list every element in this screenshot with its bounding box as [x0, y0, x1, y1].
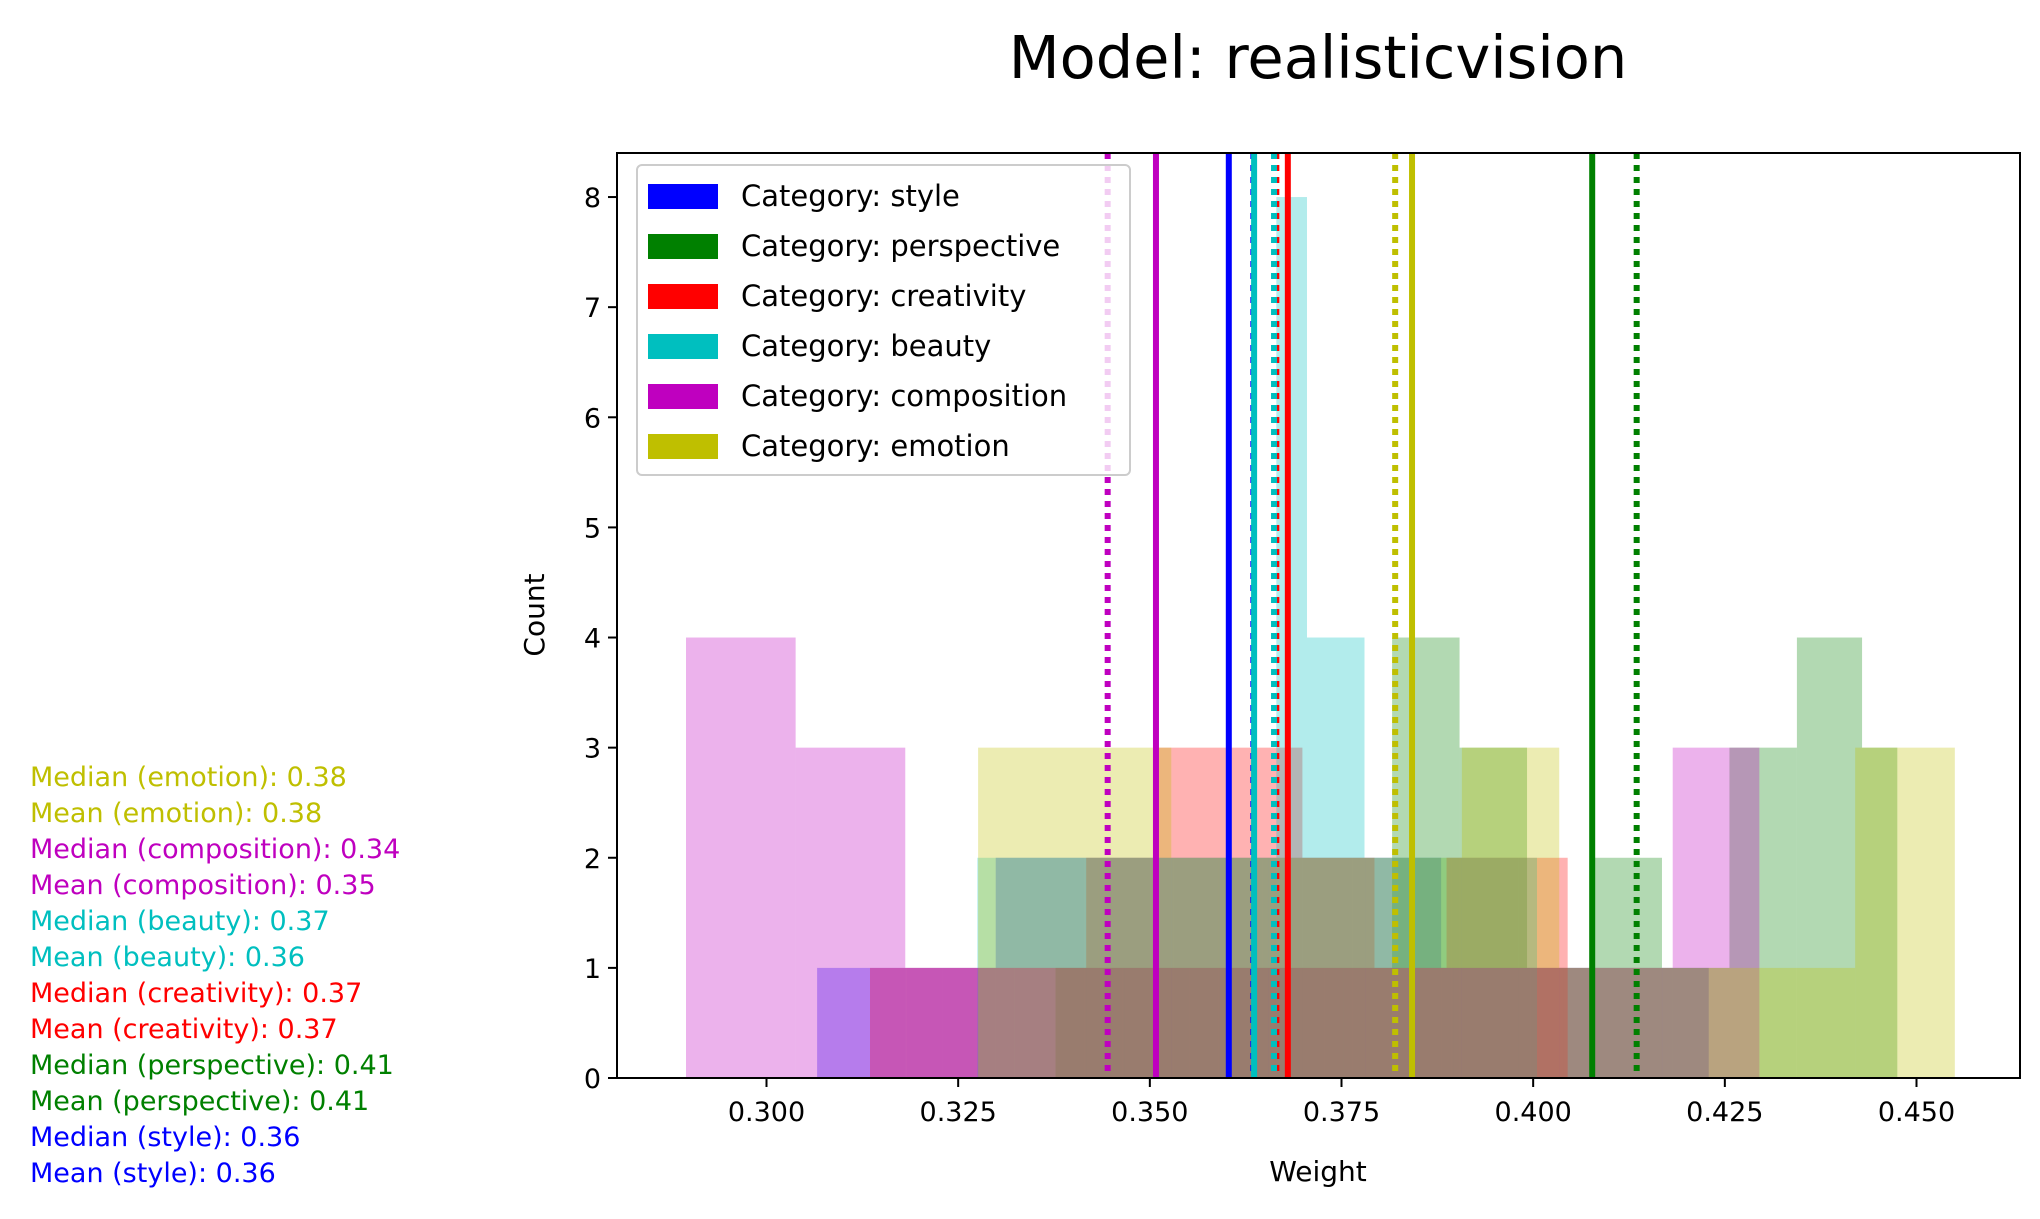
legend: Category: style Category: perspective Cate… [636, 164, 1131, 476]
stat-line: Mean (beauty): 0.36 [30, 942, 305, 973]
bar [1759, 967, 1856, 1078]
summary-stats-list: Median (emotion): 0.38 Mean (emotion): 0.… [30, 760, 400, 1192]
x-tick-label: 0.350 [1111, 1097, 1188, 1128]
bar [1661, 967, 1730, 1078]
plot-frame [616, 152, 2021, 1079]
stat-line: Median (creativity): 0.37 [30, 978, 363, 1009]
bar [1324, 967, 1393, 1078]
x-tick-label: 0.300 [728, 1097, 805, 1128]
bar [995, 857, 1085, 1078]
bar [1461, 747, 1560, 1078]
bar [1453, 967, 1564, 1078]
bar [1014, 967, 1087, 1078]
bar [817, 967, 907, 1078]
chart-title: Model: realisticvision [1009, 23, 1628, 92]
bar [977, 857, 1099, 1078]
x-tick-label: 0.400 [1495, 1097, 1572, 1128]
legend-label: Category: beauty [741, 329, 991, 363]
bar [1662, 967, 1760, 1078]
mean-median-lines [1104, 153, 1640, 1078]
bar [1594, 857, 1662, 1078]
stat-line: Median (beauty): 0.37 [30, 906, 330, 937]
bar [795, 747, 906, 1078]
bar [1527, 967, 1595, 1078]
bar [1441, 967, 1531, 1078]
bar [1862, 747, 1898, 1078]
bar [1563, 967, 1673, 1078]
bar [1173, 857, 1263, 1078]
y-tick-label: 8 [584, 183, 601, 214]
bar [1158, 747, 1231, 1078]
legend-swatch [648, 184, 718, 209]
bar [1276, 197, 1307, 1079]
bar [978, 747, 1172, 1078]
y-tick-label: 4 [584, 624, 601, 655]
legend-swatch [648, 334, 718, 359]
bar [1086, 857, 1159, 1078]
legend-box [636, 164, 1131, 476]
x-tick-label: 0.325 [920, 1097, 997, 1128]
legend-swatch [648, 234, 718, 259]
bar [1446, 857, 1519, 1078]
bar [1855, 747, 1898, 1078]
bar [870, 967, 943, 1078]
bar [1897, 747, 1955, 1078]
bar [1257, 967, 1325, 1078]
y-tick-label: 5 [584, 513, 601, 544]
legend-swatch [648, 384, 718, 409]
stat-line: Mean (style): 0.36 [30, 1158, 276, 1189]
bar [905, 967, 1015, 1078]
bar [1459, 747, 1528, 1078]
y-tick-label: 0 [584, 1064, 601, 1095]
bar [1189, 967, 1258, 1078]
bar [1364, 857, 1452, 1078]
stat-line: Median (perspective): 0.41 [30, 1050, 394, 1081]
legend-label: Category: composition [741, 379, 1067, 413]
bar [1672, 747, 1760, 1078]
x-tick-label: 0.425 [1686, 1097, 1763, 1128]
bar [1451, 857, 1537, 1078]
stat-line: Mean (composition): 0.35 [30, 870, 376, 901]
bar [1302, 857, 1375, 1078]
legend-swatch [648, 434, 718, 459]
bar [1124, 967, 1235, 1078]
legend-label: Category: perspective [741, 229, 1060, 263]
legend-label: Category: creativity [741, 279, 1026, 313]
bar [1392, 637, 1460, 1078]
bar [1055, 967, 1123, 1078]
y-tick-label: 1 [584, 954, 601, 985]
bar [942, 967, 1015, 1078]
legend-swatch [648, 284, 718, 309]
bar [1796, 637, 1863, 1078]
stat-line: Mean (creativity): 0.37 [30, 1014, 338, 1045]
x-tick-label: 0.450 [1878, 1097, 1955, 1128]
stat-line: Median (composition): 0.34 [30, 834, 401, 865]
bar [1268, 857, 1366, 1078]
bar [1559, 967, 1663, 1078]
x-axis-label: Weight [1269, 1155, 1367, 1188]
bar [686, 637, 796, 1078]
y-tick-label: 2 [584, 844, 601, 875]
x-tick-label: 0.375 [1303, 1097, 1380, 1128]
bar [906, 967, 996, 1078]
bar [1343, 967, 1454, 1078]
stat-line: Mean (emotion): 0.38 [30, 798, 323, 829]
legend-label: Category: emotion [741, 429, 1010, 463]
bar [1307, 637, 1365, 1078]
y-tick-label: 6 [584, 403, 601, 434]
x-axis-ticks: 0.300 0.325 0.350 0.375 0.400 0.425 0.450 [728, 1078, 1955, 1128]
y-tick-label: 7 [584, 293, 601, 324]
y-tick-label: 3 [584, 734, 601, 765]
y-axis-ticks: 0 1 2 3 4 5 6 7 8 [584, 183, 617, 1095]
bar [1530, 967, 1620, 1078]
y-axis-label: Count [518, 573, 551, 656]
stat-line: Median (style): 0.36 [30, 1122, 301, 1153]
bar [1518, 857, 1568, 1078]
bar [1729, 747, 1797, 1078]
stat-line: Median (emotion): 0.38 [30, 762, 347, 793]
legend-label: Category: style [741, 179, 960, 213]
stat-line: Mean (perspective): 0.41 [30, 1086, 370, 1117]
